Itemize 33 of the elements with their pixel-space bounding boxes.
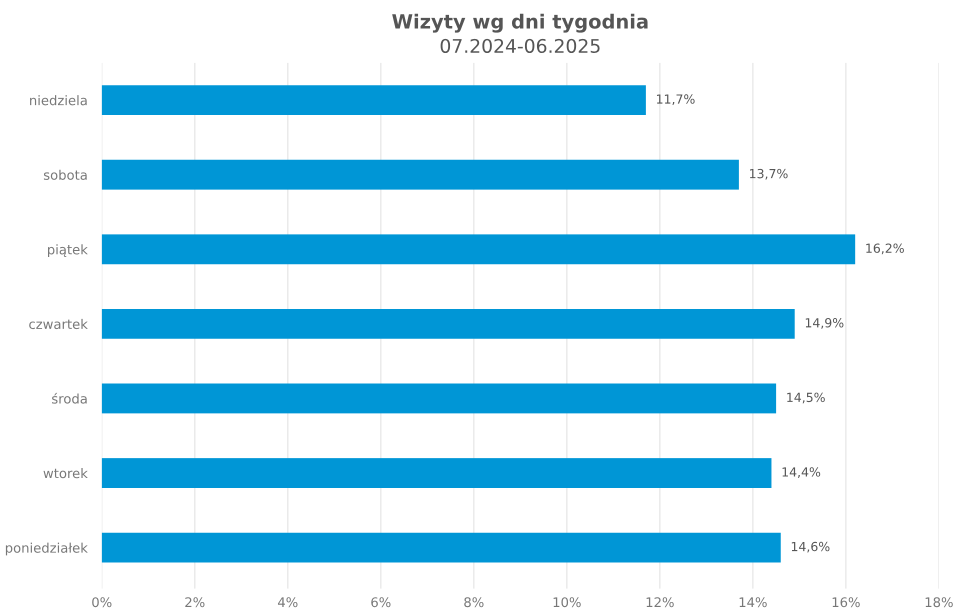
chart-subtitle: 07.2024-06.2025 [440,38,600,54]
y-tick-label: sobota [44,170,87,180]
data-label: 14,4% [782,467,820,478]
data-label: 13,7% [750,168,788,180]
x-tick-label: 8% [464,597,484,608]
y-tick-label: wtorek [44,468,88,478]
x-tick-label: 4% [278,597,298,608]
y-tick-label: niedziela [30,95,87,106]
data-label: 16,2% [866,243,904,254]
bar [102,384,776,414]
chart-title: Wizyty wg dni tygodnia [392,14,648,33]
x-tick-label: 18% [926,597,953,608]
y-tick-label: poniedziałek [6,542,88,556]
bar [102,458,772,488]
y-tick-label: środa [52,392,87,404]
x-tick-label: 16% [832,597,860,608]
x-tick-label: 14% [740,597,767,608]
data-label: 14,6% [792,542,830,553]
data-label: 14,5% [787,392,825,404]
y-tick-label: czwartek [29,318,88,330]
bar [102,160,739,190]
bar [102,308,795,339]
x-tick-label: 0% [92,597,112,608]
data-label: 14,9% [806,318,844,329]
bar [102,85,646,116]
data-label: 11,7% [656,94,695,106]
bar [102,532,781,563]
x-tick-label: 12% [646,597,674,608]
bar [102,234,856,264]
x-tick-label: 10% [554,597,581,608]
y-tick-label: piątek [48,244,88,258]
x-tick-label: 6% [371,597,391,608]
x-tick-label: 2% [185,597,205,608]
